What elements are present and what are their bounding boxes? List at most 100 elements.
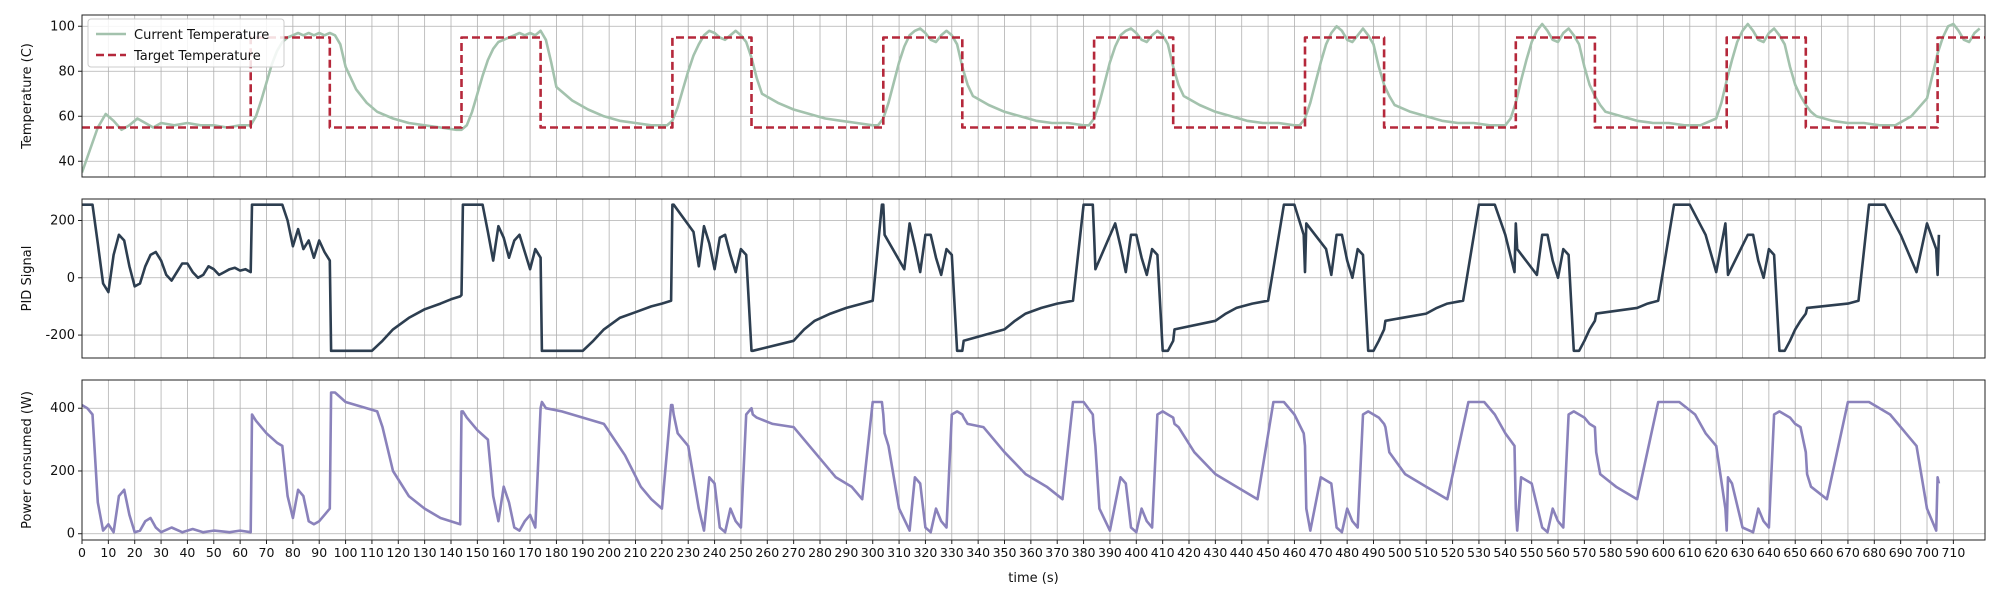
x-tick-label: 160 — [492, 545, 516, 560]
chart-panel: 40 60 80 100 Temperature (C) Current Temperat… — [20, 14, 1986, 178]
x-tick-label: 30 — [153, 545, 169, 560]
legend-box — [87, 18, 285, 68]
x-tick-label: 320 — [914, 545, 938, 560]
x-tick-label: 100 — [334, 545, 358, 560]
x-axis-label: time (s) — [1008, 571, 1058, 586]
x-tick-label: 610 — [1678, 545, 1702, 560]
x-tick-label: 230 — [676, 545, 700, 560]
x-tick-label: 370 — [1045, 545, 1069, 560]
plot-frame — [81, 14, 1986, 178]
x-tick-label: 550 — [1520, 545, 1544, 560]
x-tick-label: 420 — [1177, 545, 1201, 560]
plot-frame — [81, 198, 1986, 359]
x-tick-label: 480 — [1335, 545, 1359, 560]
x-tick-label: 390 — [1098, 545, 1122, 560]
x-tick-label: 690 — [1889, 545, 1913, 560]
y-tick-label: 40 — [58, 154, 75, 169]
series-line — [82, 391, 1941, 534]
x-tick-label: 220 — [650, 545, 674, 560]
x-tick-label: 510 — [1414, 545, 1438, 560]
series-line — [82, 36, 1985, 129]
y-axis-label: PID Signal — [20, 246, 35, 312]
y-tick-label: -200 — [45, 328, 75, 343]
x-tick-label: 380 — [1072, 545, 1096, 560]
chart-panel: -200 0 200 PID Signal — [20, 198, 1986, 359]
chart-panel: 0 200 400 Power consumed (W) — [20, 379, 1986, 542]
series-line — [82, 203, 1941, 353]
x-tick-label: 120 — [386, 545, 410, 560]
x-tick-label: 670 — [1836, 545, 1860, 560]
y-tick-label: 200 — [50, 464, 75, 479]
x-tick-label: 450 — [1256, 545, 1280, 560]
x-tick-label: 710 — [1941, 545, 1965, 560]
y-tick-label: 0 — [67, 527, 75, 542]
x-tick-label: 590 — [1625, 545, 1649, 560]
x-tick-label: 20 — [127, 545, 143, 560]
x-tick-label: 500 — [1388, 545, 1412, 560]
x-tick-label: 340 — [966, 545, 990, 560]
x-tick-label: 180 — [545, 545, 569, 560]
x-tick-label: 310 — [887, 545, 911, 560]
x-tick-label: 60 — [232, 545, 248, 560]
y-tick-label: 0 — [67, 271, 75, 286]
x-tick-label: 650 — [1783, 545, 1807, 560]
x-tick-label: 300 — [861, 545, 885, 560]
legend-label: Target Temperature — [133, 49, 261, 64]
x-tick-label: 600 — [1652, 545, 1676, 560]
x-tick-label: 150 — [465, 545, 489, 560]
x-tick-label: 430 — [1203, 545, 1227, 560]
x-tick-label: 250 — [729, 545, 753, 560]
legend-label: Current Temperature — [134, 28, 269, 43]
x-tick-label: 680 — [1862, 545, 1886, 560]
x-tick-label: 90 — [311, 545, 327, 560]
x-tick-label: 210 — [624, 545, 648, 560]
x-tick-label: 240 — [703, 545, 727, 560]
x-tick-label: 10 — [100, 545, 116, 560]
x-tick-label: 560 — [1546, 545, 1570, 560]
x-tick-label: 580 — [1599, 545, 1623, 560]
x-tick-label: 640 — [1757, 545, 1781, 560]
x-tick-label: 290 — [834, 545, 858, 560]
y-tick-label: 100 — [50, 19, 75, 34]
x-tick-label: 130 — [413, 545, 437, 560]
y-tick-label: 400 — [50, 401, 75, 416]
x-tick-label: 110 — [360, 545, 384, 560]
x-tick-label: 330 — [940, 545, 964, 560]
x-tick-label: 570 — [1572, 545, 1596, 560]
x-tick-label: 50 — [206, 545, 222, 560]
x-tick-label: 0 — [78, 545, 86, 560]
x-tick-label: 440 — [1230, 545, 1254, 560]
x-tick-label: 70 — [259, 545, 275, 560]
y-tick-label: 200 — [50, 213, 75, 228]
x-tick-label: 630 — [1731, 545, 1755, 560]
x-tick-label: 660 — [1810, 545, 1834, 560]
x-tick-label: 540 — [1493, 545, 1517, 560]
y-axis-label: Temperature (C) — [20, 43, 35, 150]
x-tick-label: 170 — [518, 545, 542, 560]
x-tick-label: 200 — [597, 545, 621, 560]
x-tick-label: 530 — [1467, 545, 1491, 560]
x-tick-label: 350 — [993, 545, 1017, 560]
x-tick-label: 190 — [571, 545, 595, 560]
y-tick-label: 60 — [58, 109, 75, 124]
x-tick-label: 700 — [1915, 545, 1939, 560]
x-tick-label: 270 — [782, 545, 806, 560]
x-tick-label: 400 — [1124, 545, 1148, 560]
x-tick-label: 470 — [1309, 545, 1333, 560]
x-tick-label: 260 — [755, 545, 779, 560]
x-tick-label: 490 — [1362, 545, 1386, 560]
x-tick-label: 360 — [1019, 545, 1043, 560]
y-axis-label: Power consumed (W) — [20, 391, 35, 529]
plot-frame — [81, 379, 1986, 541]
y-tick-label: 80 — [58, 64, 75, 79]
x-tick-label: 140 — [439, 545, 463, 560]
x-tick-label: 280 — [808, 545, 832, 560]
x-tick-label: 460 — [1283, 545, 1307, 560]
x-tick-label: 80 — [285, 545, 301, 560]
x-tick-label: 620 — [1704, 545, 1728, 560]
x-tick-label: 410 — [1151, 545, 1175, 560]
x-tick-label: 520 — [1441, 545, 1465, 560]
x-tick-label: 40 — [179, 545, 195, 560]
series-line — [82, 22, 1981, 173]
